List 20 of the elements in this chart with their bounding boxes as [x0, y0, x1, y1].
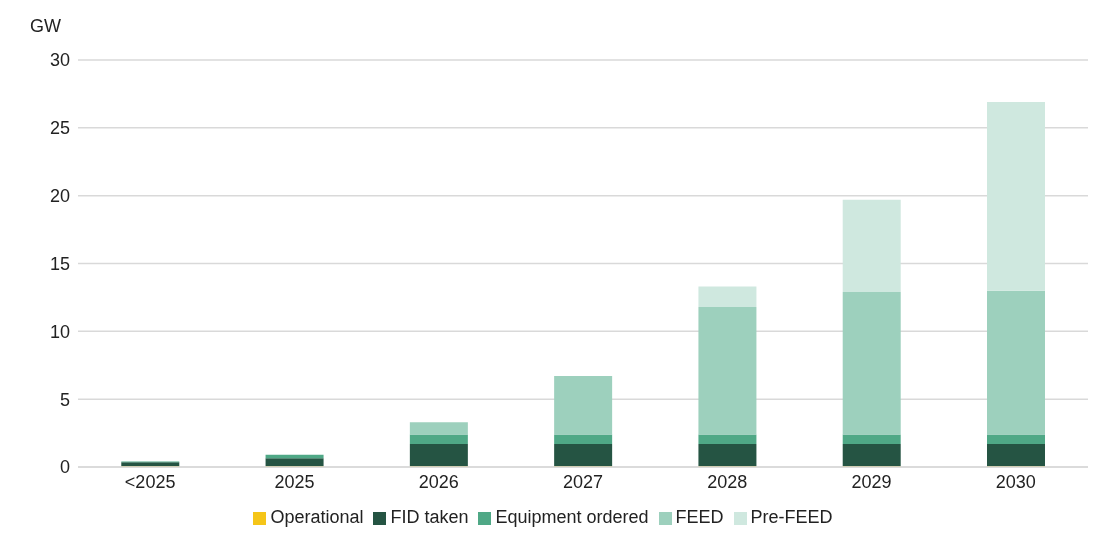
y-tick-label: 25 [49, 118, 70, 139]
y-tick-label: 0 [59, 457, 70, 478]
x-tick-label: 2030 [995, 471, 1036, 492]
legend-label: FEED [675, 507, 724, 527]
x-tick-label: 2025 [274, 471, 315, 492]
x-tick-label: 2026 [418, 471, 459, 492]
y-tick-label: 20 [49, 186, 70, 207]
x-tick-label: 2027 [562, 471, 604, 492]
legend-label: FID taken [390, 507, 469, 527]
x-tick-label: <2025 [124, 471, 176, 492]
y-axis-title: GW [30, 16, 61, 37]
legend-label: Equipment ordered [495, 507, 649, 527]
y-tick-label: 5 [59, 389, 70, 410]
x-tick-label: 2028 [707, 471, 748, 492]
x-tick-label: 2029 [851, 471, 892, 492]
y-tick-label: 15 [49, 253, 70, 274]
legend-label: Operational [270, 507, 364, 527]
y-tick-label: 10 [49, 321, 70, 342]
y-tick-label: 30 [49, 50, 70, 71]
legend-label: Pre-FEED [750, 507, 833, 527]
